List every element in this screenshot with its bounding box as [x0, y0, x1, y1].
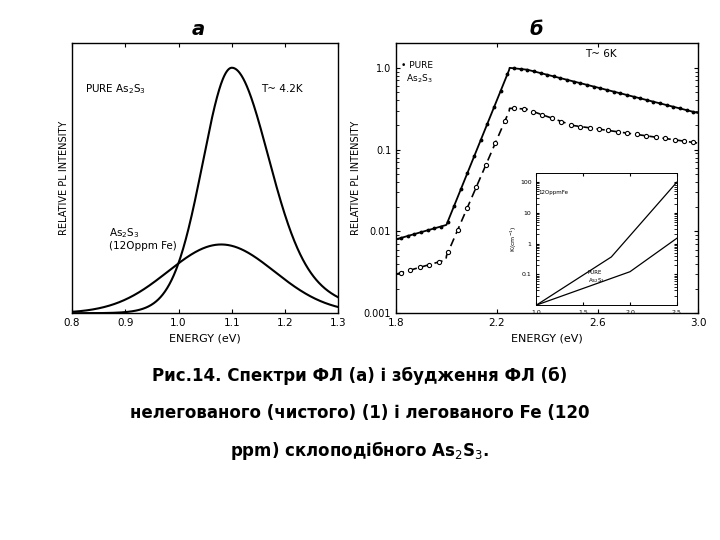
Text: PURE As$_2$S$_3$: PURE As$_2$S$_3$: [85, 82, 146, 96]
Text: б: б: [530, 20, 543, 39]
Text: ppm) склоподібного As$_2$S$_3$.: ppm) склоподібного As$_2$S$_3$.: [230, 440, 490, 462]
Text: PURE
As$_2$S$_3$: PURE As$_2$S$_3$: [588, 270, 605, 285]
Text: 12OppmFe: 12OppmFe: [539, 190, 568, 195]
Y-axis label: RELATIVE PL INTENSITY: RELATIVE PL INTENSITY: [351, 121, 361, 235]
Text: T~ 6K: T~ 6K: [585, 49, 616, 59]
X-axis label: ENERGY (eV): ENERGY (eV): [169, 334, 241, 343]
Text: As$_2$S$_3$
(12Oppm Fe): As$_2$S$_3$ (12Oppm Fe): [109, 226, 177, 252]
Text: • PURE
  As$_2$S$_3$: • PURE As$_2$S$_3$: [401, 62, 433, 85]
Y-axis label: K(cm$^{-1}$): K(cm$^{-1}$): [508, 226, 518, 252]
Text: T~ 4.2K: T~ 4.2K: [261, 84, 303, 94]
Y-axis label: RELATIVE PL INTENSITY: RELATIVE PL INTENSITY: [59, 121, 69, 235]
Text: Рис.14. Спектри ФЛ (а) і збудження ФЛ (б): Рис.14. Спектри ФЛ (а) і збудження ФЛ (б…: [153, 367, 567, 384]
Text: а: а: [192, 20, 204, 39]
Text: нелегованого (чистого) (1) і легованого Fe (120: нелегованого (чистого) (1) і легованого …: [130, 404, 590, 422]
X-axis label: ENERGY (eV): ENERGY (eV): [511, 334, 583, 343]
Text: •) 12Oppm
o)     Fe: •) 12Oppm o) Fe: [552, 195, 603, 214]
